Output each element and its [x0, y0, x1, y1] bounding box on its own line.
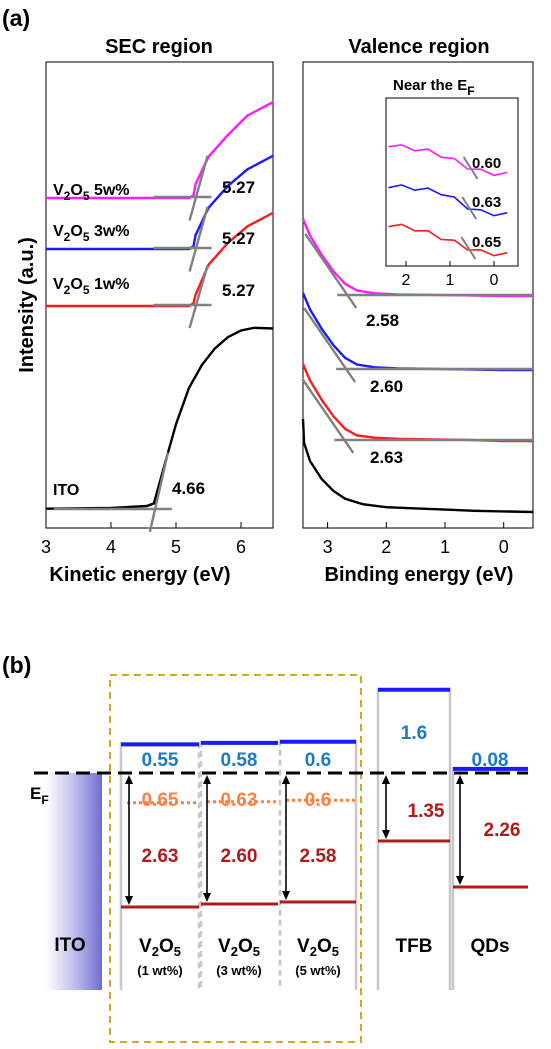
- gap-arrow-head: [456, 775, 464, 784]
- gap-arrow-head: [125, 896, 133, 905]
- inset: Near the EF 2 1 0 0.60 0.63 0.65: [385, 77, 519, 289]
- valence-chart: Valence region 3 2 1 0 2.58 2.60 2.63 Bindi…: [301, 36, 534, 586]
- valence-x-axis-label: Binding energy (eV): [325, 564, 514, 586]
- sec-onset-fit: [188, 265, 209, 329]
- sec-x-tick-label: 4: [106, 537, 116, 557]
- sec-x-axis-label: Kinetic energy (eV): [49, 564, 230, 586]
- inset-frame: [385, 97, 519, 267]
- diagram-column-2: 0.58 0.63 2.60 V2O5 (3 wt%): [199, 740, 278, 990]
- inset-x-tick-label: 2: [402, 272, 411, 289]
- sec-onset-3w: 5.27: [222, 229, 255, 248]
- inset-value-1w: 0.65: [472, 234, 501, 251]
- sec-onset-fit: [188, 155, 209, 221]
- material-label: V2O5: [139, 936, 181, 959]
- valence-onset-1w: 2.63: [370, 448, 403, 467]
- lumo-value: 0.55: [142, 750, 179, 771]
- gap-arrow-head: [382, 830, 390, 839]
- material-sub-label: (5 wt%): [295, 963, 341, 978]
- valence-series-ito: [301, 418, 534, 514]
- inset-x-tick-label: 0: [490, 272, 499, 289]
- valence-x-tick-label: 2: [381, 537, 391, 557]
- sec-x-tick-label: 6: [236, 537, 246, 557]
- valence-onset-fit: [301, 378, 355, 454]
- gap-value: 2.58: [300, 846, 337, 867]
- inset-series: [388, 184, 508, 217]
- gap-value: 1.35: [408, 801, 445, 822]
- ito-label: ITO: [54, 935, 85, 956]
- sec-legend-label-5w: V2O5 5w%: [53, 182, 130, 203]
- valence-onset-fit: [304, 233, 358, 309]
- gap-arrow-head: [382, 775, 390, 784]
- material-sub-label: (1 wt%): [137, 963, 183, 978]
- valence-onset-3w: 2.60: [370, 377, 403, 396]
- gap-arrow-head: [456, 876, 464, 885]
- valence-x-tick-label: 3: [323, 537, 333, 557]
- sec-plot-frame: [45, 61, 274, 529]
- highlight-box: [109, 674, 362, 1043]
- valence-x-tick-label: 0: [499, 537, 509, 557]
- diagram-column-3: 0.6 0.6 2.58 V2O5 (5 wt%): [278, 739, 358, 990]
- ito-block: [46, 773, 102, 990]
- panel-a-label: (a): [2, 5, 30, 31]
- inset-value-3w: 0.63: [472, 194, 501, 211]
- sec-onset-fit: [148, 452, 170, 533]
- inset-onset-fit: [460, 236, 477, 260]
- material-sub-label: (3 wt%): [216, 963, 262, 978]
- valence-onset-fit: [303, 307, 357, 383]
- material-label: V2O5: [297, 936, 339, 959]
- inset-title: Near the EF: [393, 77, 475, 98]
- sec-onset-1w: 5.27: [222, 281, 255, 300]
- sec-onset-ito: 4.66: [172, 479, 205, 498]
- sec-x-tick-label: 3: [41, 537, 51, 557]
- inset-onset-fit: [461, 196, 478, 220]
- diagram-column-4: 1.6 1.35 TFB: [376, 687, 452, 990]
- gap-value: 2.63: [142, 846, 179, 867]
- lumo-value: 0.08: [472, 750, 509, 771]
- fermi-offset-value: 0.6: [305, 790, 331, 811]
- sec-onset-5w: 5.27: [222, 178, 255, 197]
- inset-value-5w: 0.60: [472, 155, 501, 172]
- gap-arrow-head: [203, 893, 211, 902]
- sec-title: SEC region: [105, 36, 213, 58]
- valence-x-tick-label: 1: [440, 537, 450, 557]
- sec-legend-label-3w: V2O5 3w%: [53, 223, 130, 244]
- diagram-column-1: 0.55 0.65 2.63 V2O5 (1 wt%): [119, 742, 201, 990]
- energy-diagram: ITO EF 0.55 0.65 2.63 V2O5 (1 wt%) 0.58 0.63 2.…: [30, 674, 528, 1043]
- y-axis-label: Intensity (a.u.): [16, 237, 38, 373]
- sec-legend-label-ito: ITO: [53, 482, 79, 499]
- gap-value: 2.60: [221, 846, 258, 867]
- inset-x-tick-label: 1: [446, 272, 455, 289]
- valence-onset-5w: 2.58: [366, 311, 399, 330]
- diagram-column-5: 0.08 2.26 QDs: [451, 750, 528, 990]
- gap-arrow-head: [203, 775, 211, 784]
- fermi-offset-value: 0.63: [221, 790, 258, 811]
- inset-series: [388, 223, 508, 257]
- gap-arrow-head: [282, 891, 290, 900]
- sec-series-ito: [45, 326, 274, 510]
- sec-legend-label-1w: V2O5 1w%: [53, 276, 130, 297]
- gap-value: 2.26: [484, 820, 521, 841]
- gap-arrow-head: [282, 775, 290, 784]
- lumo-value: 0.6: [305, 750, 331, 771]
- sec-onset-fit: [188, 206, 209, 272]
- fermi-label: EF: [30, 784, 49, 807]
- lumo-value: 0.58: [221, 750, 258, 771]
- fermi-offset-value: 0.65: [142, 790, 179, 811]
- gap-arrow-head: [125, 775, 133, 784]
- inset-series: [388, 144, 508, 177]
- material-label: V2O5: [218, 936, 260, 959]
- material-label: TFB: [396, 936, 433, 957]
- inset-onset-fit: [462, 156, 479, 180]
- sec-x-tick-label: 5: [171, 537, 181, 557]
- panel-b-label: (b): [2, 652, 31, 678]
- lumo-value: 1.6: [401, 723, 427, 744]
- material-label: QDs: [470, 936, 509, 957]
- valence-title: Valence region: [348, 36, 489, 58]
- sec-chart: SEC region Intensity (a.u.) 3 4 5 6 V2O5 5w…: [16, 36, 275, 586]
